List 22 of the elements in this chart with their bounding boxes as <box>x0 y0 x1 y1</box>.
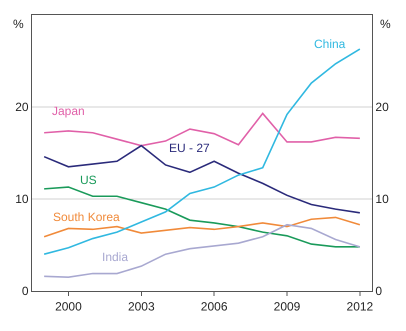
series-label: India <box>102 250 128 264</box>
x-tick-label: 2012 <box>346 299 374 314</box>
y-tick-label: 20 <box>15 100 29 114</box>
series-label: EU - 27 <box>169 141 210 155</box>
series-label: South Korea <box>53 210 120 224</box>
y-axis-title: % <box>13 17 24 31</box>
line-series <box>43 144 361 214</box>
y-tick-label: 0 <box>22 284 29 298</box>
y2-axis-title: % <box>380 17 391 31</box>
x-tick-label: 2003 <box>128 299 155 314</box>
series-label: US <box>80 173 97 187</box>
x-tick-label: 2006 <box>200 299 228 314</box>
line-series <box>43 224 361 278</box>
line-series <box>43 186 361 248</box>
x-tick-label: 2009 <box>274 299 301 314</box>
series-label: Japan <box>52 104 85 118</box>
y-tick-label: 10 <box>15 192 29 206</box>
y2-tick-label: 20 <box>375 100 390 114</box>
y2-tick-label: 10 <box>375 192 390 206</box>
y2-tick-label: 0 <box>375 284 382 298</box>
x-tick-label: 2000 <box>55 299 82 314</box>
series-label: China <box>314 37 346 51</box>
